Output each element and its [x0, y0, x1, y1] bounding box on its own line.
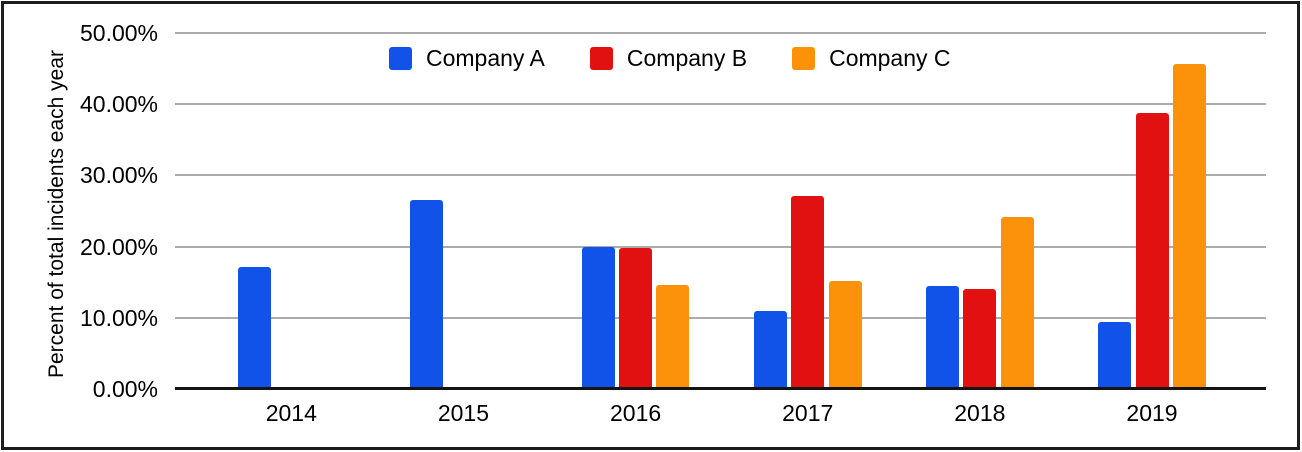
bar-company-b-2017: [791, 196, 825, 389]
legend-item-company-c: Company C: [792, 45, 951, 71]
x-tick-label-2014: 2014: [265, 400, 317, 426]
plot-area: [175, 32, 1266, 390]
y-tick-label: 30.00%: [79, 162, 158, 189]
gridline: [175, 245, 1266, 248]
x-tick-label-2016: 2016: [609, 400, 662, 426]
y-axis-title: Percent of total incidents each year: [45, 49, 68, 379]
legend-item-company-b: Company B: [589, 45, 748, 71]
legend-label: Company A: [426, 45, 545, 71]
bar-company-a-2019: [1098, 322, 1132, 389]
legend-label: Company B: [626, 45, 748, 71]
bar-company-a-2014: [237, 266, 271, 389]
gridline: [175, 316, 1266, 319]
x-tick-label-2015: 2015: [437, 400, 490, 426]
y-tick-label: 40.00%: [79, 91, 158, 118]
bar-company-c-2019: [1172, 63, 1206, 389]
bar-company-c-2016: [656, 285, 690, 389]
bar-company-a-2018: [926, 286, 960, 389]
legend-label: Company C: [829, 45, 951, 71]
gridline: [175, 174, 1266, 177]
bar-company-a-2016: [581, 246, 615, 389]
bar-company-c-2017: [828, 280, 862, 389]
y-tick-label: 0.00%: [92, 376, 158, 402]
bar-company-c-2018: [1000, 216, 1034, 389]
x-tick-label-2018: 2018: [954, 400, 1006, 426]
legend-swatch-company-a: [389, 46, 412, 70]
legend: Company A Company B Company C: [389, 45, 951, 71]
legend-item-company-a: Company A: [389, 45, 545, 71]
bar-company-b-2019: [1135, 113, 1169, 389]
x-tick-label-2017: 2017: [782, 400, 834, 426]
x-tick-label-2019: 2019: [1126, 400, 1178, 426]
y-tick-label: 20.00%: [79, 233, 158, 260]
bar-company-b-2018: [963, 288, 997, 389]
legend-swatch-company-c: [792, 46, 816, 70]
x-axis-line: [175, 387, 1266, 390]
legend-swatch-company-b: [589, 46, 613, 70]
bar-company-a-2017: [753, 310, 787, 389]
y-tick-label: 50.00%: [79, 20, 158, 46]
bar-company-b-2016: [619, 248, 653, 389]
gridline: [175, 103, 1266, 106]
bar-company-a-2015: [409, 199, 443, 389]
y-tick-label: 10.00%: [79, 304, 158, 331]
gridline: [175, 32, 1266, 34]
